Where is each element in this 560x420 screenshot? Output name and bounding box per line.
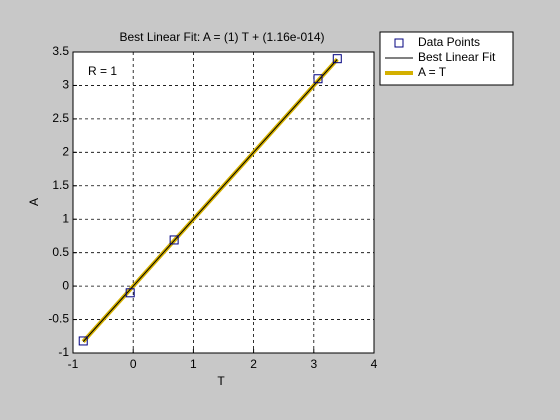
data-point bbox=[78, 336, 88, 346]
axes-box bbox=[72, 51, 375, 354]
annotation: R = 1 bbox=[88, 64, 117, 78]
y-tick-label: 2 bbox=[62, 145, 69, 159]
x-axis-label: T bbox=[217, 374, 225, 388]
data-point bbox=[125, 288, 135, 298]
y-tick-label: 0 bbox=[62, 278, 69, 292]
y-tick-label: 0.5 bbox=[52, 245, 69, 259]
legend-label: Best Linear Fit bbox=[418, 50, 496, 64]
y-tick-label: -1 bbox=[58, 345, 69, 359]
y-tick-label: 3.5 bbox=[52, 44, 69, 58]
y-tick-label: 2.5 bbox=[52, 111, 69, 125]
data-point bbox=[332, 54, 342, 64]
x-tick-label: 0 bbox=[130, 357, 137, 371]
x-tick-label: 1 bbox=[190, 357, 197, 371]
y-tick-label: 1 bbox=[62, 211, 69, 225]
x-tick-label: 2 bbox=[250, 357, 257, 371]
y-axis-label: A bbox=[27, 198, 41, 206]
plot-area bbox=[73, 52, 374, 353]
x-tick-label: -1 bbox=[68, 357, 79, 371]
data-point bbox=[169, 235, 179, 245]
y-tick-label: 3 bbox=[62, 78, 69, 92]
x-tick-label: 3 bbox=[310, 357, 317, 371]
chart-title: Best Linear Fit: A = (1) T + (1.16e-014) bbox=[119, 30, 324, 44]
series-line bbox=[82, 59, 338, 342]
y-tick-label: 1.5 bbox=[52, 178, 69, 192]
x-tick-label: 4 bbox=[371, 357, 378, 371]
data-point bbox=[313, 74, 323, 84]
y-tick-label: -0.5 bbox=[48, 312, 69, 326]
legend-label: Data Points bbox=[418, 35, 480, 49]
legend-label: A = T bbox=[418, 65, 447, 79]
legend-marker bbox=[394, 38, 404, 48]
